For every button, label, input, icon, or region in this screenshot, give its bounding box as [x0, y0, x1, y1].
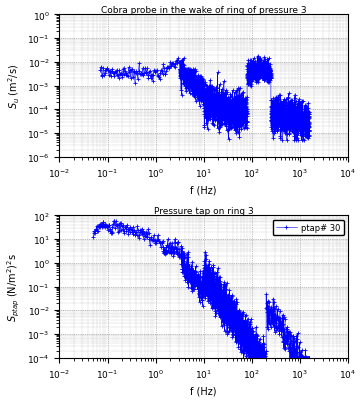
ptap# 30 [307, 355, 312, 360]
Line: ptap# 30: ptap# 30 [91, 219, 311, 367]
ptap# 30 [256, 348, 261, 352]
Y-axis label: $S_{ptap}$ (N/m$^2$)$^2$s: $S_{ptap}$ (N/m$^2$)$^2$s [5, 253, 22, 321]
X-axis label: f (Hz): f (Hz) [190, 385, 217, 395]
ptap# 30 [111, 219, 116, 223]
Title: Cobra probe in the wake of ring of pressure 3: Cobra probe in the wake of ring of press… [101, 6, 307, 14]
Y-axis label: $S_u$ (m$^2$/s): $S_u$ (m$^2$/s) [6, 64, 22, 109]
ptap# 30 [213, 314, 218, 319]
ptap# 30 [244, 347, 248, 352]
ptap# 30 [194, 284, 199, 288]
ptap# 30 [251, 363, 256, 367]
ptap# 30 [91, 235, 95, 239]
Title: Pressure tap on ring 3: Pressure tap on ring 3 [154, 206, 253, 215]
ptap# 30 [206, 290, 210, 294]
X-axis label: f (Hz): f (Hz) [190, 185, 217, 195]
ptap# 30 [140, 232, 144, 237]
Legend: ptap# 30: ptap# 30 [273, 220, 344, 235]
